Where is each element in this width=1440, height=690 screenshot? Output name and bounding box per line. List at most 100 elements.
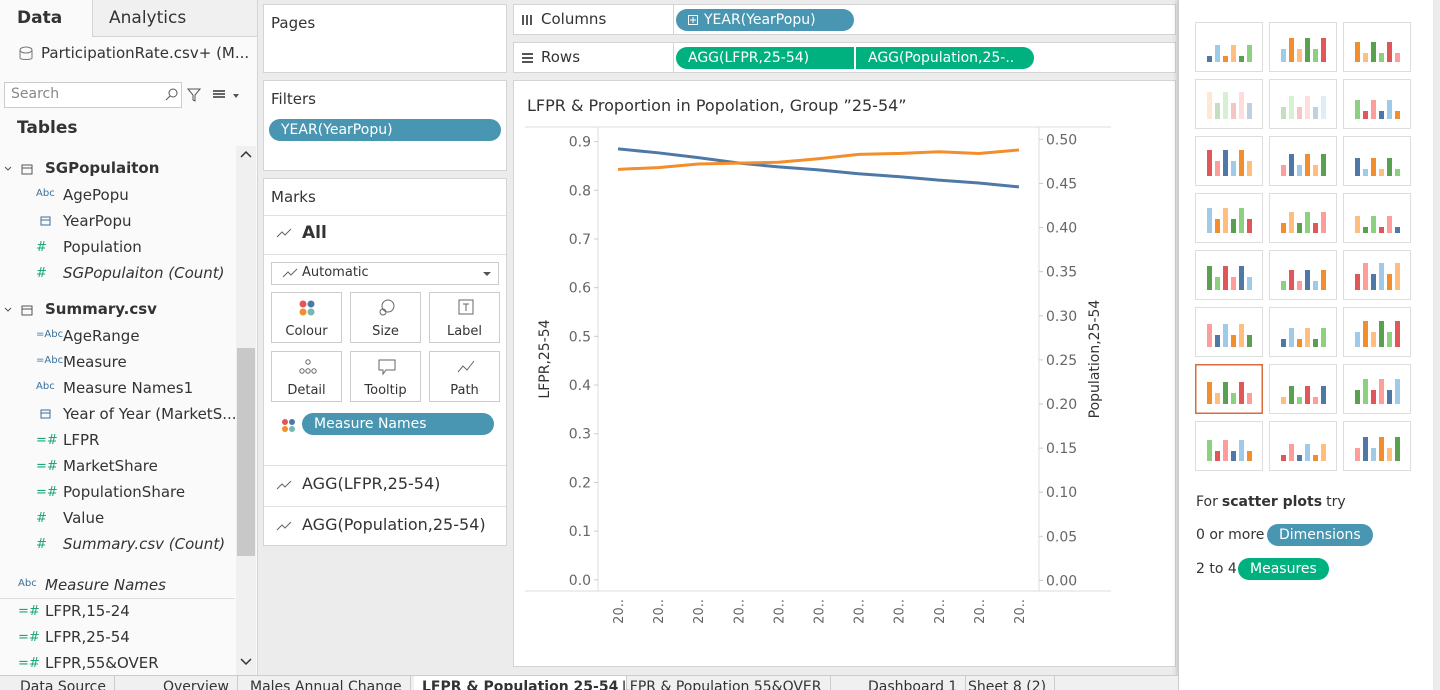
funnel	[187, 88, 201, 102]
shelf-label: Rows	[541, 48, 581, 66]
dot	[289, 419, 295, 425]
field-name[interactable]: MarketShare	[63, 457, 158, 475]
sheet-tab[interactable]: Data Source	[12, 676, 115, 690]
field-name[interactable]: Summary.csv (Count)	[63, 535, 226, 553]
thumbnail-glyph	[1379, 169, 1384, 176]
sheet-tab[interactable]: LFPR & Population 55&OVER	[614, 676, 831, 690]
measure-row[interactable]: AGG(LFPR,25-54)	[302, 474, 441, 493]
mark-button[interactable]: Path	[429, 351, 500, 402]
field-name[interactable]: LFPR	[63, 431, 100, 449]
chart-type-thumbnail[interactable]	[1343, 307, 1411, 357]
mark-type: Automatic	[302, 265, 369, 280]
filter-pill[interactable]: YEAR(YearPopu)	[269, 119, 501, 141]
calendar-icon	[40, 409, 51, 419]
field-name[interactable]: AgeRange	[63, 327, 140, 345]
y-tick-label: 0.9	[569, 135, 591, 151]
mark-button[interactable]: Detail	[271, 351, 342, 402]
chart-type-thumbnail[interactable]	[1343, 421, 1411, 471]
chart-type-thumbnail[interactable]	[1269, 136, 1337, 186]
chart-type-thumbnail[interactable]	[1343, 250, 1411, 300]
chart-type-thumbnail[interactable]	[1269, 250, 1337, 300]
field-name[interactable]: Population	[63, 238, 142, 256]
field-name[interactable]: PopulationShare	[63, 483, 186, 501]
chart-type-thumbnail[interactable]	[1269, 193, 1337, 243]
field-name[interactable]: Value	[63, 509, 105, 527]
shelf-pill[interactable]: AGG(LFPR,25-54)	[676, 47, 854, 69]
thumbnail-glyph	[1223, 150, 1228, 176]
zigzag	[282, 268, 298, 278]
field-name[interactable]: AgePopu	[63, 186, 129, 204]
tab-analytics[interactable]: Analytics	[92, 0, 257, 37]
sheet-tab[interactable]: LFPR & Population 25-54	[414, 676, 628, 690]
mark-button-label: Path	[450, 383, 479, 398]
thumbnail-glyph	[1223, 382, 1228, 404]
tab-data[interactable]: Data	[0, 0, 92, 37]
thumbnail-glyph	[1281, 397, 1286, 404]
field-name[interactable]: SGPopulaiton (Count)	[63, 264, 225, 282]
chart-type-thumbnail[interactable]	[1343, 364, 1411, 414]
datasource-name[interactable]: ParticipationRate.csv+ (M...	[41, 44, 250, 62]
thumbnail-glyph	[1305, 386, 1310, 404]
sheet-tab[interactable]: Dashboard 1	[860, 676, 967, 690]
field-name[interactable]: Measure Names1	[63, 379, 194, 397]
shelf-pill[interactable]: AGG(Population,25-..	[856, 47, 1034, 69]
thumbnail-glyph	[1231, 393, 1236, 404]
chart-type-thumbnail[interactable]	[1195, 22, 1263, 72]
thumbnail-glyph	[1355, 448, 1360, 461]
measure-row[interactable]: AGG(Population,25-54)	[302, 515, 486, 534]
chart-type-thumbnail[interactable]	[1269, 421, 1337, 471]
mark-button[interactable]: Tooltip	[350, 351, 421, 402]
chart-type-thumbnail[interactable]	[1195, 136, 1263, 186]
thumbnail-glyph	[1379, 263, 1384, 290]
x-tick-label: 20..	[692, 599, 707, 624]
datasource-icon	[19, 46, 33, 60]
list-icon	[213, 90, 225, 92]
chart-type-thumbnail[interactable]	[1195, 193, 1263, 243]
field-name[interactable]: Measure	[63, 353, 127, 371]
chart-type-thumbnail[interactable]	[1195, 421, 1263, 471]
chart-type-thumbnail[interactable]	[1195, 307, 1263, 357]
chart-type-thumbnail[interactable]	[1343, 193, 1411, 243]
chart-type-thumbnail[interactable]	[1269, 364, 1337, 414]
field-name[interactable]: YearPopu	[63, 212, 132, 230]
card-title: Marks	[271, 188, 316, 206]
search-box[interactable]: Search	[4, 82, 182, 108]
sheet-tab[interactable]: Males Annual Change	[242, 676, 411, 690]
field-name[interactable]: Measure Names	[45, 576, 166, 594]
table-name[interactable]: Summary.csv	[45, 300, 157, 318]
shelf-pill[interactable]: YEAR(YearPopu)	[676, 9, 854, 31]
chart-type-thumbnail[interactable]	[1343, 22, 1411, 72]
chart-type-thumbnail[interactable]	[1269, 307, 1337, 357]
scrollbar[interactable]	[236, 146, 256, 675]
sheet-tab[interactable]: Overview	[155, 676, 238, 690]
sheet-tab[interactable]: Sheet 8 (2)	[960, 676, 1056, 690]
field-name[interactable]: LFPR,55&OVER	[45, 654, 159, 672]
chart-type-thumbnail[interactable]	[1269, 79, 1337, 129]
mark-button[interactable]: Size	[350, 292, 421, 343]
color-pill[interactable]: Measure Names	[302, 413, 494, 435]
marks-all[interactable]: All	[302, 223, 327, 243]
thumbnail-glyph	[1207, 208, 1212, 233]
chart-type-thumbnail[interactable]	[1195, 79, 1263, 129]
chart-type-thumbnail[interactable]	[1269, 22, 1337, 72]
mark-button[interactable]: Label	[429, 292, 500, 343]
mark-button[interactable]: Colour	[271, 292, 342, 343]
chart-type-thumbnail[interactable]	[1343, 79, 1411, 129]
scroll-thumb[interactable]	[237, 348, 255, 556]
magnifier	[168, 88, 178, 98]
field-name[interactable]: LFPR,25-54	[45, 628, 130, 646]
field-name[interactable]: Year of Year (MarketS...	[63, 405, 237, 423]
thumbnail-glyph	[1305, 270, 1310, 290]
thumbnail-frame	[1195, 79, 1263, 129]
plus	[690, 17, 696, 23]
thumbnail-glyph	[1371, 100, 1376, 119]
chart-type-thumbnail[interactable]	[1343, 136, 1411, 186]
chart-type-thumbnail[interactable]	[1195, 250, 1263, 300]
y2-tick-label: 0.35	[1046, 265, 1077, 281]
label-glyph	[458, 299, 474, 315]
table-name[interactable]: SGPopulaiton	[45, 159, 160, 177]
chart-type-thumbnail[interactable]	[1195, 364, 1263, 414]
y-tick-label: 0.1	[569, 524, 591, 540]
field-name[interactable]: LFPR,15-24	[45, 602, 130, 620]
mark-type-dropdown[interactable]: Automatic	[271, 262, 499, 285]
